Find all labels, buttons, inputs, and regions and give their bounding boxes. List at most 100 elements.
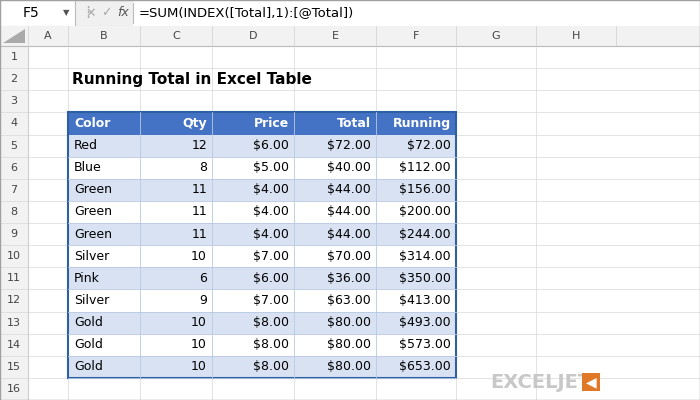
Text: 11: 11: [191, 183, 207, 196]
Bar: [0, 0, 700, 26]
Text: $8.00: $8.00: [253, 360, 289, 373]
Text: $40.00: $40.00: [327, 161, 371, 174]
Bar: [68, 201, 456, 223]
Text: $72.00: $72.00: [327, 139, 371, 152]
Bar: [68, 334, 456, 356]
Text: H: H: [572, 31, 580, 41]
Text: Gold: Gold: [74, 316, 103, 329]
Text: $70.00: $70.00: [327, 250, 371, 263]
Text: Blue: Blue: [74, 161, 102, 174]
Text: Running Total in Excel Table: Running Total in Excel Table: [72, 72, 312, 87]
Text: 10: 10: [191, 360, 207, 373]
Text: $5.00: $5.00: [253, 161, 289, 174]
Bar: [0, 334, 28, 356]
Bar: [0, 26, 700, 46]
Text: $156.00: $156.00: [399, 183, 451, 196]
Bar: [0, 201, 28, 223]
Bar: [68, 157, 456, 179]
Text: $4.00: $4.00: [253, 228, 289, 240]
Text: $350.00: $350.00: [399, 272, 451, 285]
Text: =SUM(INDEX([Total],1):[@Total]): =SUM(INDEX([Total],1):[@Total]): [139, 6, 354, 20]
Text: Color: Color: [74, 117, 111, 130]
Text: $8.00: $8.00: [253, 316, 289, 329]
Text: 9: 9: [199, 294, 207, 307]
Text: 11: 11: [191, 206, 207, 218]
Text: $7.00: $7.00: [253, 294, 289, 307]
Text: $44.00: $44.00: [328, 228, 371, 240]
Bar: [68, 223, 456, 245]
Bar: [68, 112, 456, 134]
Text: $493.00: $493.00: [400, 316, 451, 329]
Text: Green: Green: [74, 228, 112, 240]
Text: D: D: [248, 31, 258, 41]
Text: ▼: ▼: [63, 8, 69, 18]
Text: 10: 10: [191, 338, 207, 351]
Text: $44.00: $44.00: [328, 206, 371, 218]
Bar: [582, 373, 600, 391]
Text: 4: 4: [10, 118, 18, 128]
Text: ✓: ✓: [101, 6, 111, 20]
Bar: [68, 267, 456, 289]
Text: $314.00: $314.00: [400, 250, 451, 263]
Text: E: E: [332, 31, 339, 41]
Bar: [133, 0, 700, 26]
Bar: [0, 267, 28, 289]
Text: $63.00: $63.00: [328, 294, 371, 307]
Bar: [0, 223, 28, 245]
Bar: [68, 356, 456, 378]
Text: Silver: Silver: [74, 294, 109, 307]
Text: $36.00: $36.00: [328, 272, 371, 285]
Text: $44.00: $44.00: [328, 183, 371, 196]
Bar: [0, 157, 28, 179]
Text: Green: Green: [74, 206, 112, 218]
Text: 16: 16: [7, 384, 21, 394]
Bar: [0, 289, 28, 312]
Text: F5: F5: [23, 6, 40, 20]
Text: A: A: [44, 31, 52, 41]
Bar: [0, 90, 28, 112]
Text: Silver: Silver: [74, 250, 109, 263]
Bar: [0, 356, 28, 378]
Text: $6.00: $6.00: [253, 272, 289, 285]
Text: ⋮: ⋮: [80, 6, 95, 20]
Text: 10: 10: [7, 251, 21, 261]
Text: 1: 1: [10, 52, 18, 62]
Text: $653.00: $653.00: [399, 360, 451, 373]
Text: 8: 8: [10, 207, 18, 217]
Bar: [0, 46, 28, 68]
Text: Green: Green: [74, 183, 112, 196]
Text: $200.00: $200.00: [399, 206, 451, 218]
Bar: [68, 245, 456, 267]
Text: F: F: [413, 31, 419, 41]
Text: $4.00: $4.00: [253, 206, 289, 218]
Text: $8.00: $8.00: [253, 338, 289, 351]
Text: 10: 10: [191, 250, 207, 263]
Text: B: B: [100, 31, 108, 41]
Text: $6.00: $6.00: [253, 139, 289, 152]
Text: 6: 6: [199, 272, 207, 285]
Text: Gold: Gold: [74, 360, 103, 373]
Text: 7: 7: [10, 185, 18, 195]
Text: Price: Price: [253, 117, 289, 130]
Bar: [68, 312, 456, 334]
Text: ✕: ✕: [85, 6, 97, 20]
Text: EXCELJET: EXCELJET: [490, 372, 592, 392]
Text: $4.00: $4.00: [253, 183, 289, 196]
Text: ◀: ◀: [586, 375, 596, 389]
Text: 9: 9: [10, 229, 18, 239]
Text: $80.00: $80.00: [327, 360, 371, 373]
Text: 12: 12: [191, 139, 207, 152]
Text: 10: 10: [191, 316, 207, 329]
Bar: [68, 289, 456, 312]
Text: Total: Total: [337, 117, 371, 130]
Bar: [0, 378, 28, 400]
Text: $72.00: $72.00: [407, 139, 451, 152]
Text: 3: 3: [10, 96, 18, 106]
Text: C: C: [172, 31, 180, 41]
Bar: [0, 179, 28, 201]
Text: Gold: Gold: [74, 338, 103, 351]
Polygon shape: [3, 29, 25, 43]
Text: $7.00: $7.00: [253, 250, 289, 263]
Text: fx: fx: [117, 6, 129, 20]
Bar: [0, 68, 28, 90]
